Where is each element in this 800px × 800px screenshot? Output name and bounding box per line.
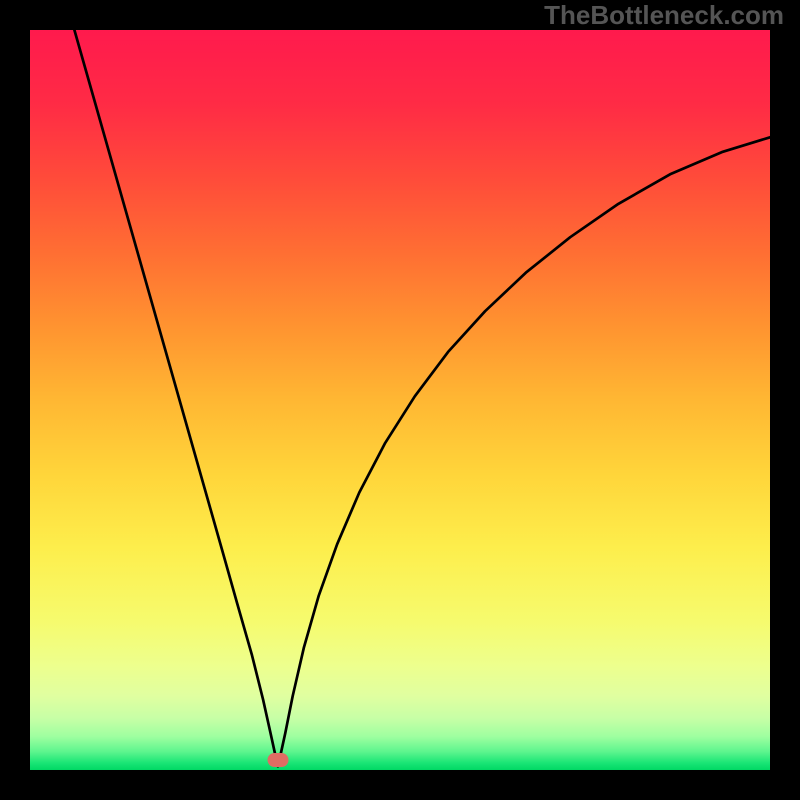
watermark-text: TheBottleneck.com — [544, 0, 784, 31]
optimum-marker — [267, 753, 288, 767]
bottleneck-curve — [30, 30, 770, 770]
chart-container: { "watermark": { "text": "TheBottleneck.… — [0, 0, 800, 800]
plot-area — [30, 30, 770, 770]
